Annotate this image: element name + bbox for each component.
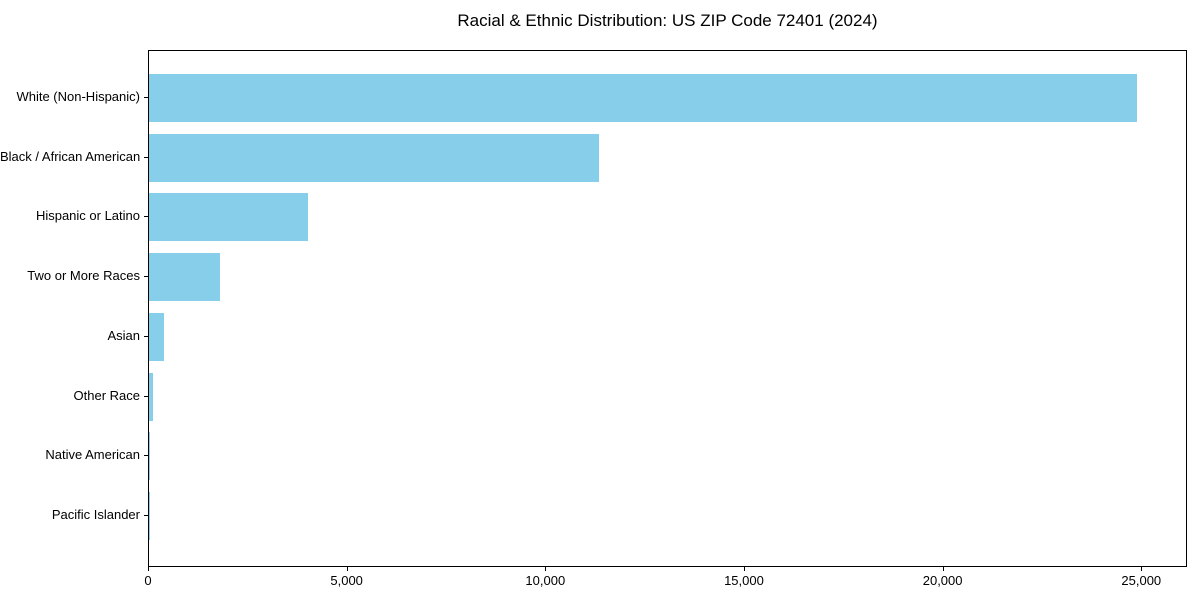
y-label-hispanic-or-latino: Hispanic or Latino	[35, 208, 140, 224]
y-label-pacific-islander: Pacific Islander	[51, 506, 140, 522]
bar-hispanic-or-latino	[149, 193, 308, 242]
x-tick-15000	[743, 567, 745, 571]
x-label-5000: 5,000	[330, 573, 363, 588]
bar-other-race	[149, 372, 153, 421]
y-label-asian: Asian	[107, 327, 140, 343]
x-label-20000: 20,000	[922, 573, 963, 588]
bar-native-american	[149, 432, 151, 481]
y-label-other-race: Other Race	[73, 387, 140, 403]
y-tick-pacific-islander	[144, 514, 148, 516]
y-tick-two-or-more-races	[144, 276, 148, 278]
bar-black-african-american	[149, 133, 599, 182]
x-label-10000: 10,000	[525, 573, 566, 588]
y-tick-native-american	[144, 455, 148, 457]
y-tick-hispanic-or-latino	[144, 216, 148, 218]
x-label-15000: 15,000	[724, 573, 764, 588]
plot-area	[148, 50, 1187, 567]
x-tick-5000	[346, 567, 348, 571]
y-tick-asian	[144, 335, 148, 337]
bar-white-non-hispanic	[149, 74, 1137, 122]
y-label-two-or-more-races: Two or More Races	[27, 268, 140, 284]
bar-two-or-more-races	[149, 253, 220, 302]
x-tick-25000	[1141, 567, 1143, 571]
x-tick-10000	[545, 567, 547, 571]
y-tick-white-non-hispanic	[144, 97, 148, 98]
x-label-0: 0	[144, 573, 152, 588]
x-tick-20000	[942, 567, 944, 571]
chart-title: Racial & Ethnic Distribution: US ZIP Cod…	[457, 11, 878, 30]
y-label-white-non-hispanic: White (Non-Hispanic)	[16, 89, 140, 104]
y-label-black-african-american: Black / African American	[0, 148, 141, 164]
x-label-25000: 25,000	[1121, 573, 1162, 588]
y-tick-black-african-american	[144, 156, 148, 158]
y-tick-other-race	[144, 395, 148, 397]
x-tick-0	[148, 567, 149, 571]
y-label-native-american: Native American	[45, 447, 140, 463]
bar-asian	[149, 312, 164, 361]
